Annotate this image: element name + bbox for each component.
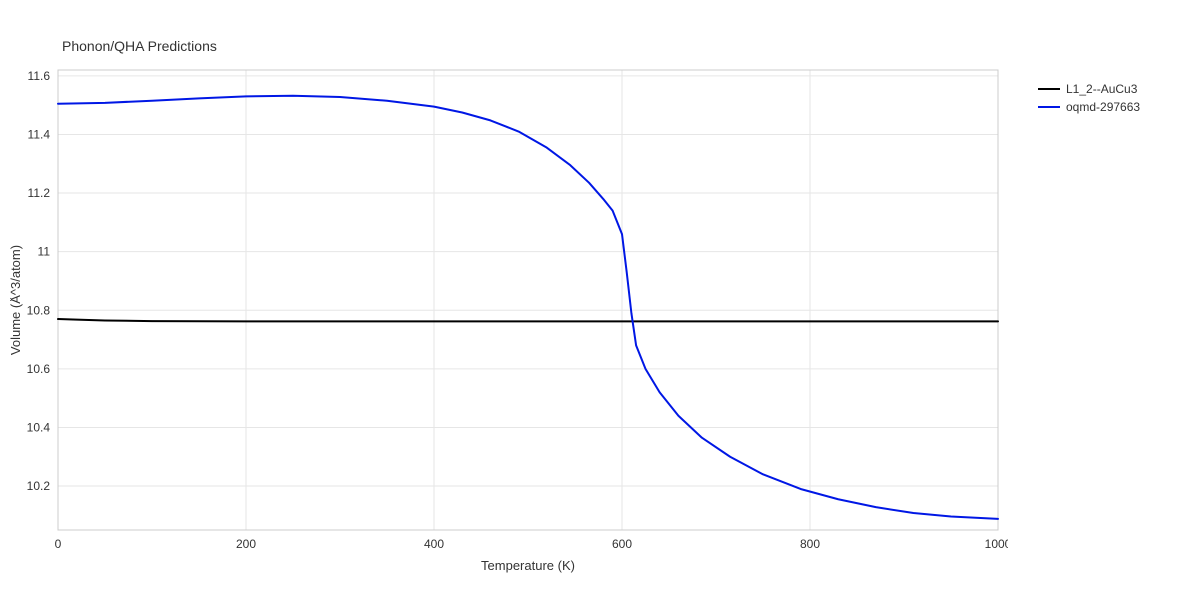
x-tick-label: 0	[55, 537, 62, 551]
legend-item[interactable]: L1_2--AuCu3	[1038, 80, 1140, 98]
y-axis-label: Volume (Å^3/atom)	[10, 245, 23, 355]
y-tick-label: 10.6	[27, 362, 51, 376]
x-tick-label: 1000	[985, 537, 1008, 551]
chart-title: Phonon/QHA Predictions	[62, 38, 217, 54]
x-tick-label: 400	[424, 537, 444, 551]
plot-border-top	[58, 70, 998, 530]
y-tick-label: 10.2	[27, 479, 51, 493]
y-tick-label: 11.4	[28, 127, 51, 141]
series-line[interactable]	[58, 96, 998, 519]
x-tick-label: 200	[236, 537, 256, 551]
legend-label: oqmd-297663	[1066, 100, 1140, 114]
y-tick-label: 11	[38, 245, 51, 259]
y-tick-label: 11.6	[28, 69, 51, 83]
legend-item[interactable]: oqmd-297663	[1038, 98, 1140, 116]
legend-swatch	[1038, 88, 1060, 90]
x-tick-label: 800	[800, 537, 820, 551]
plot-border	[58, 70, 998, 530]
legend-swatch	[1038, 106, 1060, 108]
x-axis-label: Temperature (K)	[481, 558, 575, 573]
chart-container: Phonon/QHA Predictions 0 200 400 600 800 1000…	[0, 0, 1200, 600]
plot-area[interactable]: 0200400600800100010.210.410.610.81111.21…	[58, 70, 998, 530]
legend: L1_2--AuCu3 oqmd-297663	[1038, 80, 1140, 116]
legend-label: L1_2--AuCu3	[1066, 82, 1137, 96]
y-tick-label: 10.8	[27, 303, 51, 317]
x-tick-label: 600	[612, 537, 632, 551]
chart-svg: 0 200 400 600 800 1000 10.2 10.4 10.6 10.8 11 11.2 1…	[10, 65, 1008, 575]
y-tick-label: 10.4	[27, 420, 51, 434]
series-line[interactable]	[58, 319, 998, 321]
y-tick-label: 11.2	[28, 186, 51, 200]
